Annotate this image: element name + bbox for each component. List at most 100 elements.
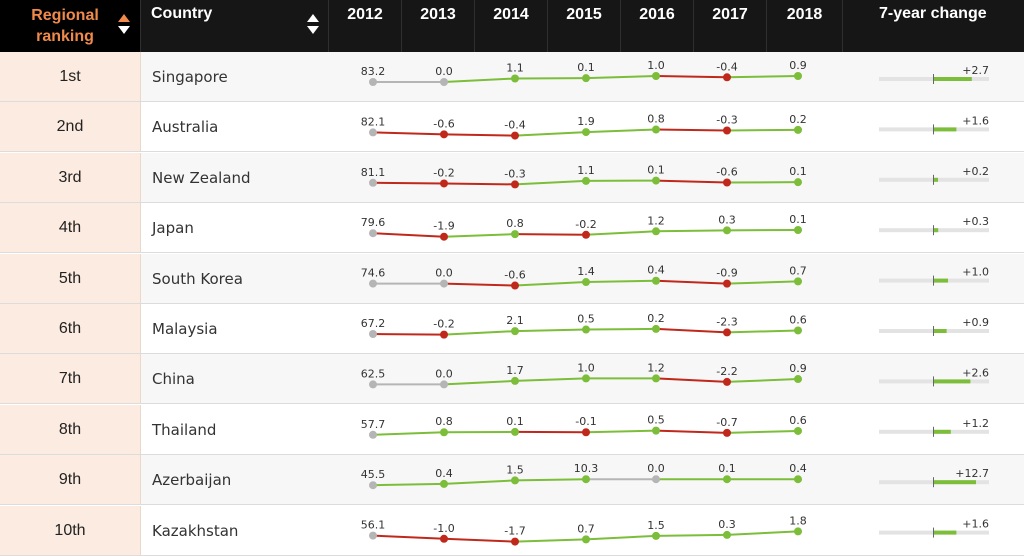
value-label: 0.1 [789,165,807,178]
change-baseline [933,326,934,336]
value-label: 0.1 [718,462,736,475]
value-label: 0.8 [647,113,665,126]
sparkline-point [652,227,660,235]
sparkline-point [582,374,590,382]
sparkline-segment [515,330,586,332]
sparkline-segment [515,181,586,185]
sparkline-point [511,230,519,238]
value-label: 82.1 [361,115,386,128]
sparkline-segment [444,79,515,83]
change-bar [934,228,938,232]
sparkline-segment [515,132,586,136]
sparkline-segment [586,130,656,133]
sparkline-point [794,475,802,483]
sparkline-segment [586,281,656,282]
header-7-year-change[interactable]: 7-year change [843,0,1024,52]
value-label: 10.3 [574,462,599,475]
value-label: 0.3 [718,213,736,226]
sparkline-point [369,179,377,187]
change-baseline [933,175,934,185]
sparkline-segment [444,284,515,286]
value-label: 1.8 [789,514,807,527]
header-regional-ranking[interactable]: Regional ranking [0,0,141,52]
header-year-2015[interactable]: 2015 [548,0,621,52]
sparkline-segment [656,230,727,231]
sparkline-segment [586,431,656,433]
change-baseline [933,276,934,286]
sparkline-segment [656,130,727,131]
sparkline-point [794,375,802,383]
value-label: 0.7 [577,522,595,535]
sparkline-point [369,481,377,489]
sparkline-point [794,178,802,186]
sparkline-segment [727,431,798,433]
value-label: 0.8 [506,217,524,230]
change-label: +2.6 [962,366,989,379]
sparkline-point [723,328,731,336]
sparkline-segment [373,536,444,539]
sparkline-point [723,280,731,288]
sparkline-segment [656,281,727,284]
sparkline-segment [515,234,586,235]
sparkline-point [582,428,590,436]
sparkline-segment [727,130,798,131]
sparkline-point [369,78,377,86]
sparkline-segment [373,132,444,134]
sparkline-segment [586,76,656,78]
sparkline-segment [373,183,444,184]
header-year-2014[interactable]: 2014 [475,0,548,52]
value-label: 79.6 [361,216,386,229]
sparkline-point [440,280,448,288]
value-label: -0.1 [575,415,596,428]
change-label: +0.9 [962,316,989,329]
sparkline-point [369,229,377,237]
sparkline-point [511,282,519,290]
change-baseline [933,477,934,487]
sparkline-segment [656,329,727,333]
change-bar [934,279,948,283]
sparkline-point [511,132,519,140]
value-label: 0.7 [789,264,807,277]
sparkline-point [582,177,590,185]
sort-country-icon[interactable] [307,12,319,36]
sparkline-segment [444,539,515,542]
sparkline-segment [656,181,727,183]
sparkline-point [511,180,519,188]
header-country[interactable]: Country [141,0,329,52]
sparkline-point [794,277,802,285]
value-label: 1.4 [577,265,595,278]
change-baseline [933,528,934,538]
sparkline-point [582,475,590,483]
value-label: -0.4 [504,119,525,132]
header-year-2018[interactable]: 2018 [767,0,843,52]
sort-rank-icon[interactable] [118,12,130,36]
sparkline-point [511,327,519,335]
sparkline-point [369,431,377,439]
sparkline-point [440,179,448,187]
sparkline-point [723,475,731,483]
sparkline-segment [444,331,515,335]
sparkline-point [652,374,660,382]
value-label: 0.4 [647,264,665,277]
header-year-2013[interactable]: 2013 [402,0,475,52]
value-label: 0.4 [789,462,807,475]
sparkline-point [652,325,660,333]
header-year-label: 2013 [402,6,474,24]
value-label: 1.2 [647,214,665,227]
sparkline-segment [444,134,515,135]
value-label: 0.0 [647,462,665,475]
sparkline-point [440,428,448,436]
change-baseline [933,427,934,437]
sparkline-segment [656,431,727,433]
value-label: 56.1 [361,519,386,532]
sparkline-point [440,535,448,543]
sparkline-point [723,73,731,81]
header-year-2012[interactable]: 2012 [329,0,402,52]
sparkline-segment [727,76,798,77]
value-label: -0.6 [716,166,737,179]
header-year-2017[interactable]: 2017 [694,0,767,52]
sparkline-point [582,74,590,82]
sparkline-segment [373,334,444,335]
header-year-2016[interactable]: 2016 [621,0,694,52]
value-label: 0.9 [789,362,807,375]
